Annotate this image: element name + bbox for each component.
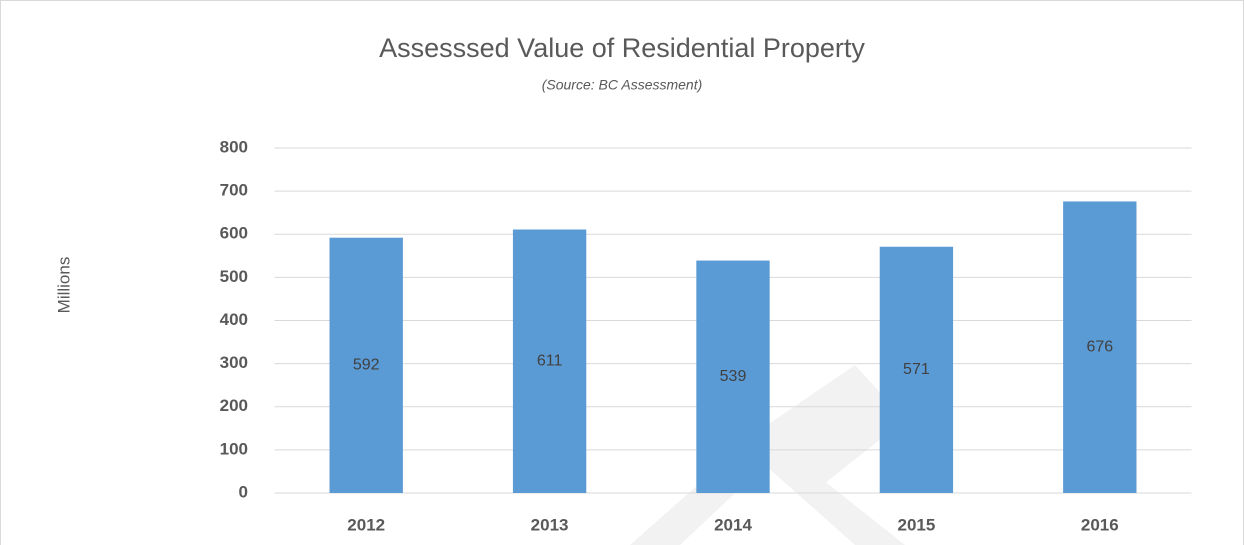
y-tick-label: 0 bbox=[239, 482, 248, 501]
data-label: 592 bbox=[353, 357, 380, 374]
y-tick-label: 500 bbox=[220, 267, 248, 286]
y-tick-label: 400 bbox=[220, 310, 248, 329]
x-tick-label: 2015 bbox=[897, 515, 935, 534]
y-tick-label: 600 bbox=[220, 224, 248, 243]
data-label: 676 bbox=[1086, 338, 1113, 355]
y-axis-label: Millions bbox=[54, 257, 73, 314]
y-tick-label: 200 bbox=[220, 396, 248, 415]
data-label: 539 bbox=[720, 368, 747, 385]
y-tick-label: 300 bbox=[220, 353, 248, 372]
bar bbox=[879, 246, 954, 493]
watermark bbox=[760, 365, 905, 495]
chart-title: Assesssed Value of Residential Property bbox=[379, 33, 865, 63]
watermark bbox=[630, 430, 905, 545]
bar bbox=[1063, 201, 1137, 493]
x-tick-label: 2012 bbox=[347, 515, 385, 534]
chart-subtitle: (Source: BC Assessment) bbox=[542, 77, 703, 93]
bar bbox=[329, 237, 403, 493]
data-label: 571 bbox=[903, 361, 930, 378]
bar bbox=[512, 229, 587, 493]
x-tick-label: 2013 bbox=[531, 515, 569, 534]
x-tick-label: 2016 bbox=[1081, 515, 1119, 534]
data-label: 611 bbox=[537, 352, 563, 369]
y-tick-label: 800 bbox=[220, 137, 248, 156]
y-tick-label: 700 bbox=[220, 181, 248, 200]
y-tick-label: 100 bbox=[220, 439, 248, 458]
x-tick-label: 2014 bbox=[714, 515, 752, 534]
bar bbox=[696, 260, 770, 493]
